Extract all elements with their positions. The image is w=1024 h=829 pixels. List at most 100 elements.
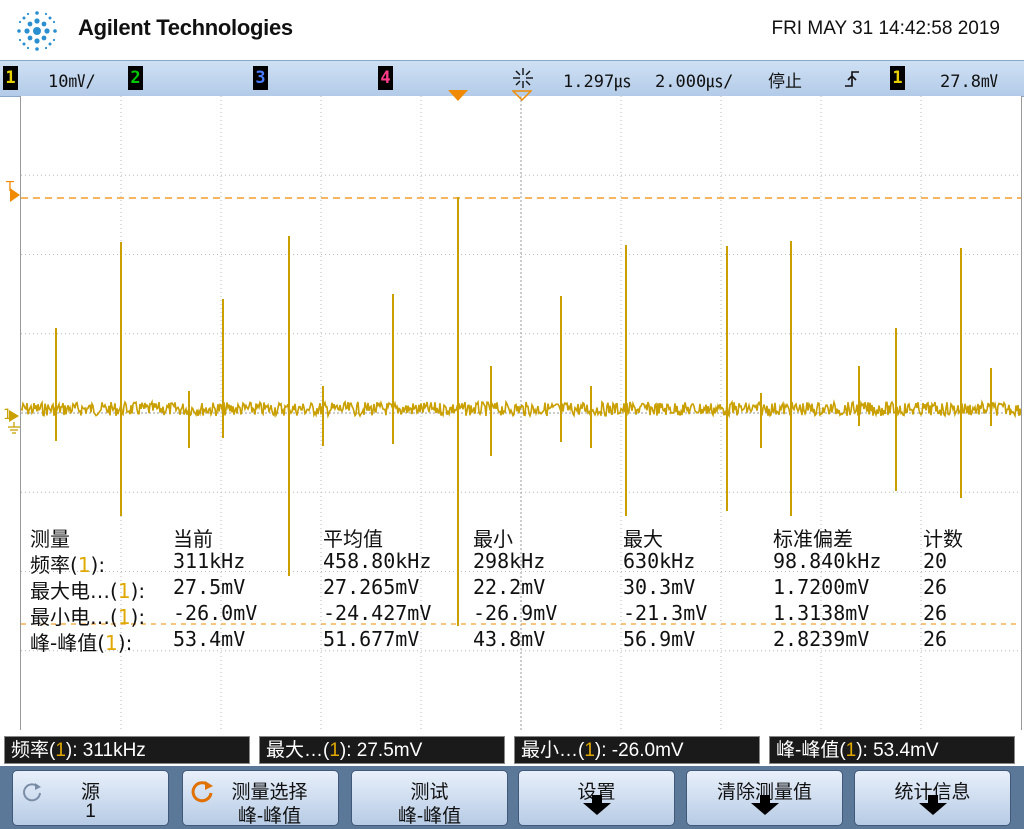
graticule: [21, 96, 1021, 730]
source-channel: 1: [105, 631, 118, 655]
cell-max: -21.3mV: [623, 601, 708, 625]
softkey-test[interactable]: 测试 峰-峰值: [351, 770, 508, 827]
softkey-measure-select[interactable]: 测量选择 峰-峰值: [182, 770, 339, 827]
softkey-label: 设置: [577, 782, 616, 803]
softkey-value: 峰-峰值: [397, 806, 462, 827]
cell-current: 311kHz: [173, 549, 246, 573]
header-bar: Agilent Technologies FRI MAY 31 14:42:58…: [0, 0, 1024, 60]
softkey-label: 清除测量值: [716, 782, 812, 803]
cell-max: 56.9mV: [623, 627, 696, 651]
cell-count: 26: [923, 575, 948, 599]
paren: ):: [130, 579, 146, 603]
run-state: 停止: [768, 72, 802, 92]
quick-measure-value: ): 53.4mV: [856, 740, 939, 761]
source-channel: 1: [845, 740, 857, 761]
trigger-level-marker[interactable]: T: [6, 180, 14, 195]
col-header-current: 当前: [173, 527, 213, 551]
channel-1-ground-marker[interactable]: 1: [3, 407, 12, 423]
quick-measure-value: ): -26.0mV: [594, 740, 684, 761]
col-header-min: 最小: [473, 527, 513, 551]
measurement-label: 最大电…: [30, 579, 110, 603]
paren: (: [97, 631, 106, 655]
paren: ):: [90, 553, 106, 577]
delay-value: 1.297㎲: [563, 72, 632, 92]
quick-measure-label: 最小…(: [521, 740, 585, 761]
source-channel: 1: [329, 740, 340, 761]
softkey-label: 统计信息: [894, 782, 971, 803]
cell-std: 1.7200mV: [773, 575, 870, 599]
paren: (: [110, 605, 118, 629]
cell-std: 2.8239mV: [773, 627, 870, 651]
cell-count: 26: [923, 627, 948, 651]
cell-std: 98.840kHz: [773, 549, 882, 573]
quick-measure-label: 最大…(: [266, 740, 330, 761]
source-channel: 1: [55, 740, 66, 761]
trigger-level: 27.8㎷: [940, 72, 998, 92]
rotate-knob-icon: [23, 783, 41, 802]
select-knob-icon: [191, 781, 213, 803]
datetime: FRI MAY 31 14:42:58 2019: [771, 18, 1000, 39]
softkey-value: 峰-峰值: [237, 806, 302, 827]
quick-measure-label: 频率(: [11, 740, 56, 761]
cell-current: 27.5mV: [173, 575, 246, 599]
softkey-clear-measurements[interactable]: 清除测量值: [686, 770, 843, 826]
waveform-display[interactable]: [20, 96, 1022, 730]
trigger-source-indicator[interactable]: 1: [890, 66, 905, 90]
softkey-settings[interactable]: 设置: [518, 770, 675, 826]
col-header-max: 最大: [623, 527, 663, 551]
measurement-name: 最大电…(1):: [30, 575, 145, 604]
ground-reference-icon: [8, 410, 20, 434]
softkey-label: 源: [80, 782, 100, 803]
softkey-source[interactable]: 源 1: [12, 770, 169, 826]
measurement-label: 峰-峰值: [30, 631, 98, 655]
cell-mean: 458.80kHz: [323, 549, 432, 573]
cell-current: 53.4mV: [173, 627, 246, 651]
measurement-label: 最小电…: [30, 605, 110, 629]
cell-count: 26: [923, 601, 948, 625]
channel-1-scale: 10㎷/: [48, 72, 96, 92]
paren: ):: [130, 605, 146, 629]
quick-measure-frequency[interactable]: 频率(1): 311kHz: [4, 736, 250, 764]
paren: (: [70, 553, 78, 577]
softkey-label: 测量选择: [231, 782, 308, 803]
cell-max: 30.3mV: [623, 575, 696, 599]
quick-measure-vmin[interactable]: 最小…(1): -26.0mV: [514, 736, 760, 764]
cell-mean: 27.265mV: [323, 575, 420, 599]
quick-measure-vpp[interactable]: 峰-峰值(1): 53.4mV: [769, 736, 1015, 764]
quick-measure-vmax[interactable]: 最大…(1): 27.5mV: [259, 736, 505, 764]
cell-min: 43.8mV: [473, 627, 546, 651]
quick-measure-label: 峰-峰值(: [776, 740, 846, 761]
cell-std: 1.3138mV: [773, 601, 870, 625]
cell-min: 298kHz: [473, 549, 546, 573]
delay-reference-marker-icon: [512, 90, 532, 102]
quick-measure-value: ): 27.5mV: [339, 740, 423, 761]
measurement-name: 频率(1):: [30, 549, 105, 578]
paren: (: [110, 579, 118, 603]
source-channel: 1: [117, 579, 131, 603]
waveform-baseline: [21, 398, 1021, 419]
channel-2-indicator[interactable]: 2: [128, 66, 143, 90]
cell-min: 22.2mV: [473, 575, 546, 599]
cell-min: -26.9mV: [473, 601, 558, 625]
trigger-level-arrow-icon: [10, 188, 20, 202]
cell-current: -26.0mV: [173, 601, 258, 625]
channel-3-indicator[interactable]: 3: [253, 66, 268, 90]
softkey-statistics[interactable]: 统计信息: [854, 770, 1011, 826]
timebase-value: 2.000㎲/: [655, 72, 734, 92]
measurement-name: 最小电…(1):: [30, 601, 145, 630]
source-channel: 1: [77, 553, 91, 577]
channel-4-indicator[interactable]: 4: [378, 66, 393, 90]
col-header-mean: 平均值: [323, 527, 383, 551]
delay-icon: [513, 68, 533, 88]
cell-count: 20: [923, 549, 948, 573]
measurement-label: 频率: [30, 553, 70, 577]
rising-edge-trigger-icon: [845, 71, 859, 87]
channel-1-indicator[interactable]: 1: [3, 66, 18, 90]
col-header-count: 计数: [923, 527, 963, 551]
col-header-measure: 测量: [30, 527, 70, 551]
trigger-position-marker-icon: [448, 90, 468, 101]
brand-name: Agilent Technologies: [78, 15, 293, 40]
cell-max: 630kHz: [623, 549, 696, 573]
source-channel: 1: [117, 605, 131, 629]
softkey-bar: 源 1 测量选择 峰-峰值 测试 峰-峰值 设置 清除测量值 统计信息: [0, 766, 1024, 829]
